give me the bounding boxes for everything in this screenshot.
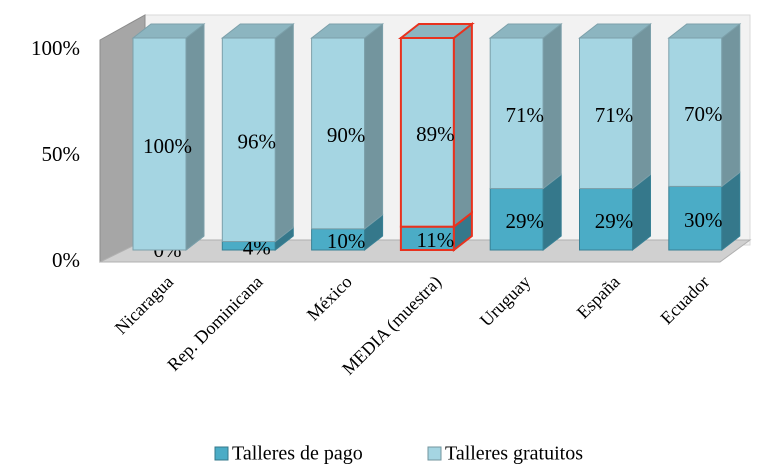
bar-top [310,23,385,39]
bar-segment [668,171,741,252]
bar-side [274,22,294,243]
bar-front [132,37,187,251]
bar-top [397,23,475,39]
bar-segment [131,22,206,252]
bar-top [131,23,206,39]
x-tick-label: Ecuador [656,272,713,329]
bar-side [452,21,473,229]
x-tick-label: MEDIA (muestra) [338,272,446,380]
data-label: 71% [505,103,544,127]
bar-top [488,23,563,39]
legend-swatch [427,446,442,461]
bar-top [578,23,652,39]
data-label: 71% [595,103,634,127]
y-tick-label: 0% [52,248,80,272]
bar-segment [489,173,562,252]
data-label: 30% [684,208,723,232]
bar-segment [311,213,384,252]
x-tick-label: España [573,272,624,323]
bar-side [721,22,741,188]
bar-segment [220,22,295,243]
y-tick-label: 100% [31,36,80,60]
bar-segment [310,22,385,230]
x-tick-label: Rep. Dominicana [163,272,266,375]
bar-segment [397,21,475,229]
bar-segment [399,210,473,253]
x-tick-label: Nicaragua [111,272,177,338]
legend-swatch [214,446,229,461]
bar-front [221,37,276,243]
data-label: 10% [327,229,366,253]
x-tick-label: Uruguay [476,272,535,331]
data-label: 100% [143,134,192,158]
bar-front [399,37,455,228]
bar-top [220,23,295,39]
x-tick-label: México [303,272,356,325]
bar-front [489,37,544,190]
legend-label: Talleres gratuitos [445,443,583,465]
data-label: 90% [327,123,366,147]
bar-segment [579,173,651,252]
bar-segment [488,22,563,190]
data-label: 70% [684,102,723,126]
bar-side [542,22,562,190]
data-label: 29% [595,209,634,233]
bar-segment [667,22,742,188]
bar-front [668,37,723,187]
data-label: 89% [416,122,455,146]
legend-label: Talleres de pago [232,443,363,465]
data-label: 11% [417,228,455,252]
bar-side [632,22,651,190]
bar-top [667,23,742,39]
bar-side [364,22,384,230]
bar-segment [578,22,652,190]
data-label: 96% [238,130,277,154]
data-label: 29% [505,209,544,233]
y-tick-label: 50% [42,142,81,166]
